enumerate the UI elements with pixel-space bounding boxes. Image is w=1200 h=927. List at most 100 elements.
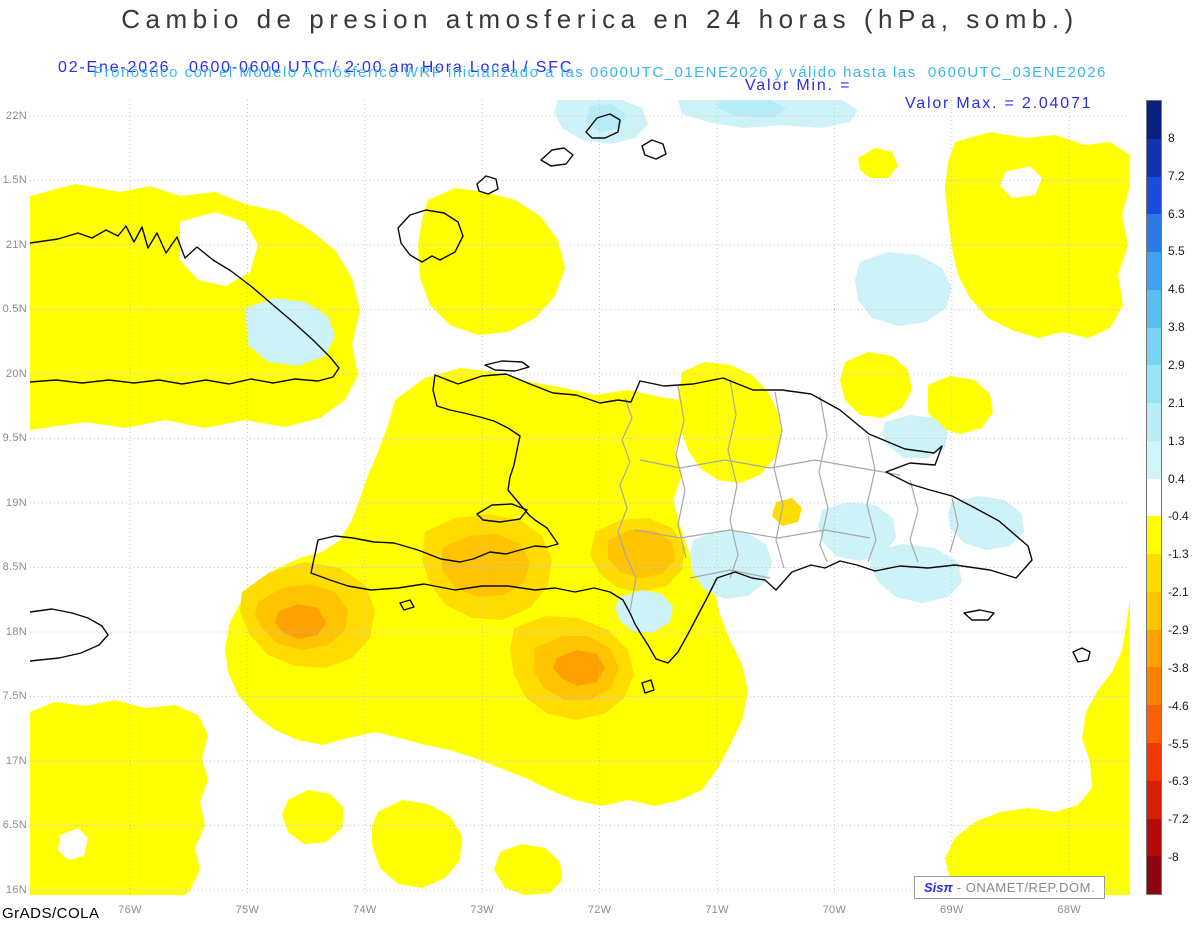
- colorbar-tick-label: 4.6: [1168, 282, 1185, 297]
- lat-tick-label: 8.5N: [2, 561, 27, 573]
- colorbar-segment: [1147, 289, 1161, 328]
- valid-time-text: 02-Ene-2026 0600-0600 UTC / 2:00 am Hora…: [58, 59, 574, 76]
- lat-tick-label: 20N: [5, 367, 27, 380]
- shade-orange-border: [608, 530, 675, 578]
- colorbar-segment: [1147, 138, 1161, 177]
- colorbar-tick-label: -8: [1168, 850, 1179, 865]
- colorbar-segment: [1147, 856, 1161, 895]
- colorbar-segment: [1147, 743, 1161, 781]
- shade-white-hole-c: [1000, 166, 1042, 198]
- map-canvas: [30, 100, 1130, 895]
- lon-tick-label: 72W: [587, 904, 612, 916]
- lat-axis: 22N 1.5N 21N 0.5N 20N 9.5N 19N 8.5N 18N 7.5N 17N 6.…: [0, 0, 28, 927]
- colorbar-segment: [1147, 252, 1161, 290]
- coastline-layer: [30, 113, 1091, 694]
- colorbar: [1146, 100, 1162, 895]
- shade-cyan-e-dr-c: [948, 496, 1024, 550]
- lat-tick-label: 1.5N: [2, 174, 27, 186]
- colorbar-segment: [1147, 101, 1161, 139]
- colorbar-tick-label: -1.3: [1168, 547, 1189, 562]
- map-svg: [30, 100, 1130, 895]
- credit-org-text: - ONAMET/REP.DOM.: [956, 880, 1096, 895]
- model-info-line: Pronóstico con el Modelo Atmósferico WRF…: [93, 64, 1107, 81]
- subtitle-line: 02-Ene-2026 0600-0600 UTC / 2:00 am Hora…: [0, 41, 1200, 112]
- lat-tick-label: 6.5N: [2, 819, 27, 831]
- valor-min-text: Valor Min. =: [745, 77, 852, 94]
- shade-yellow-bottom-left: [30, 700, 208, 895]
- shade-yellow-top-right: [945, 132, 1130, 338]
- credit-sis-logo: Sisπ: [924, 880, 953, 895]
- colorbar-tick-label: 3.8: [1168, 320, 1185, 335]
- lat-tick-label: 16N: [5, 883, 27, 896]
- shade-cyan-guantanamo: [245, 298, 335, 366]
- lon-tick-label: 71W: [705, 904, 729, 916]
- shade-white-hole-a: [180, 212, 258, 286]
- shade-yellow-top-small: [858, 148, 898, 178]
- colorbar-segment: [1147, 705, 1161, 744]
- shade-orange-gonave: [442, 534, 530, 597]
- colorbar-tick-label: 2.9: [1168, 358, 1185, 372]
- shade-cyan-neiba: [615, 590, 673, 632]
- colorbar-segment: [1147, 629, 1161, 668]
- colorbar-segment: [1147, 591, 1161, 630]
- colorbar-tick-label: 6.3: [1168, 206, 1185, 221]
- lon-tick-label: 68W: [1057, 904, 1081, 916]
- colorbar-segment: [1147, 780, 1161, 819]
- shade-deep-orange-south: [553, 650, 605, 686]
- colorbar-tick-label: -2.9: [1168, 623, 1189, 637]
- colorbar-tick-label: 8: [1168, 130, 1175, 145]
- chart-title: Cambio de presion atmosferica en 24 hora…: [121, 4, 1079, 34]
- lat-tick-label: 21N: [5, 238, 27, 251]
- lat-tick-label: 17N: [5, 754, 27, 767]
- lon-tick-label: 69W: [940, 904, 964, 916]
- colorbar-segment: [1147, 403, 1161, 441]
- lat-tick-label: 7.5N: [2, 690, 27, 702]
- shade-yellow-north-dr: [678, 362, 782, 483]
- lat-tick-label: 9.5N: [2, 432, 27, 444]
- colorbar-segment: [1147, 365, 1161, 404]
- shade-cyan-e-dr-a: [818, 502, 896, 561]
- colorbar-tick-label: 7.2: [1168, 168, 1185, 183]
- credit-badge: Sisπ - ONAMET/REP.DOM.: [914, 876, 1106, 899]
- colorbar-tick-label: 1.3: [1168, 433, 1185, 448]
- shade-yellow-bottom-b: [372, 800, 462, 888]
- shade-cyan2-top-a: [586, 104, 626, 132]
- lon-tick-label: 76W: [118, 904, 142, 916]
- shade-cyan-e-dr-b: [870, 544, 962, 603]
- shade-yellow-right-b: [928, 376, 993, 434]
- colorbar-segment: [1147, 516, 1161, 555]
- pressure-shading-layer: [30, 100, 1130, 895]
- colorbar-segment: [1147, 554, 1161, 592]
- colorbar-tick-label: 5.5: [1168, 244, 1185, 259]
- colorbar-tick-label: -3.8: [1168, 660, 1189, 675]
- lon-tick-label: 73W: [470, 904, 494, 916]
- shade-yellow-right-bottom: [945, 600, 1130, 895]
- colorbar-segment: [1147, 176, 1161, 215]
- shade-cyan2-top-b: [718, 100, 786, 118]
- lon-tick-label: 75W: [235, 904, 260, 916]
- colorbar-segment: [1147, 478, 1161, 517]
- shade-cyan-ne-dr: [882, 415, 948, 458]
- valor-max-text: Valor Max. = 2.04071: [905, 95, 1093, 112]
- province-border-layer: [617, 379, 959, 612]
- colorbar-tick-label: -7.2: [1168, 812, 1189, 827]
- shade-cyan-right-mid: [855, 252, 952, 326]
- lat-tick-label: 22N: [5, 109, 27, 122]
- colorbar-segment: [1147, 818, 1161, 857]
- colorbar-segment: [1147, 440, 1161, 479]
- colorbar-tick-label: 2.1: [1168, 395, 1185, 410]
- grads-credit: GrADS/COLA: [2, 905, 100, 922]
- lat-tick-label: 0.5N: [2, 303, 27, 315]
- lon-tick-label: 70W: [822, 904, 847, 916]
- lat-tick-label: 19N: [5, 496, 27, 509]
- lon-tick-label: 74W: [353, 904, 377, 916]
- colorbar-tick-label: -4.6: [1168, 698, 1189, 713]
- colorbar-labels: 8 7.2 6.3 5.5 4.6 3.8 2.9 2.1 1.3 0.4 -0.4 -1.3 -2.1…: [1168, 0, 1200, 927]
- shade-gold-central-dr-dot: [772, 498, 802, 526]
- shade-cyan-central-dr: [690, 530, 772, 599]
- colorbar-tick-label: -2.1: [1168, 585, 1189, 600]
- colorbar-tick-label: -0.4: [1168, 509, 1189, 524]
- colorbar-tick-label: -5.5: [1168, 736, 1189, 751]
- colorbar-segment: [1147, 214, 1161, 253]
